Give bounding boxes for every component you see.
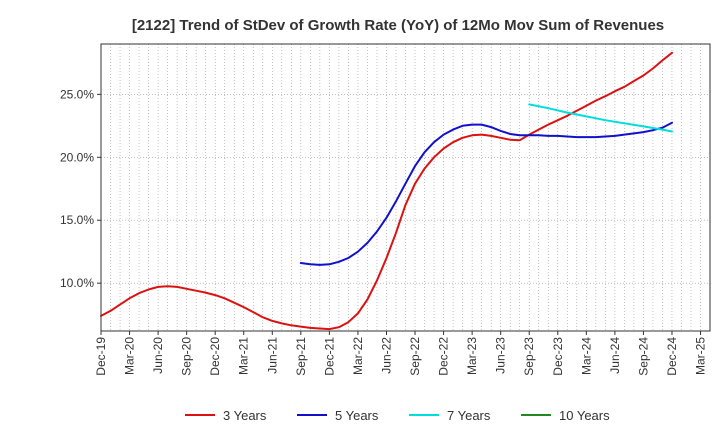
x-tick-label: Sep-20: [180, 337, 194, 376]
x-tick-label: Mar-24: [579, 337, 593, 375]
x-tick-label: Jun-20: [151, 337, 165, 374]
x-tick-label: Sep-21: [294, 337, 308, 376]
y-tick-label: 15.0%: [60, 213, 94, 227]
legend-label: 10 Years: [559, 408, 610, 423]
x-tick-label: Sep-23: [522, 337, 536, 376]
legend-label: 5 Years: [335, 408, 379, 423]
x-tick-label: Dec-24: [665, 337, 679, 376]
x-tick-label: Mar-25: [694, 337, 708, 375]
x-tick-label: Mar-20: [123, 337, 137, 375]
x-tick-label: Dec-20: [208, 337, 222, 376]
series-lines: [100, 51, 673, 331]
x-tick-label: Sep-22: [408, 337, 422, 376]
y-tick-label: 20.0%: [60, 150, 94, 164]
x-tick-label: Sep-24: [636, 337, 650, 376]
x-tick-label: Jun-21: [265, 337, 279, 374]
series-line-7-years: [528, 103, 673, 133]
chart-title: [2122] Trend of StDev of Growth Rate (Yo…: [132, 17, 664, 34]
x-tick-label: Jun-22: [379, 337, 393, 374]
x-axis: Dec-19 Mar-20 Jun-20 Sep-20 Dec-20 Mar-21 Jun-…: [94, 331, 708, 376]
x-tick-label: Dec-23: [551, 337, 565, 376]
x-tick-label: Jun-23: [494, 337, 508, 374]
x-tick-label: Dec-21: [322, 337, 336, 376]
x-tick-label: Dec-22: [437, 337, 451, 376]
series-line-3-years: [100, 51, 673, 331]
plot-frame: [100, 43, 711, 332]
series-line-5-years: [299, 121, 673, 266]
y-axis: 10.0% 15.0% 20.0% 25.0%: [60, 87, 101, 290]
legend-label: 7 Years: [447, 408, 491, 423]
y-tick-label: 25.0%: [60, 87, 94, 101]
legend: 3 Years 5 Years 7 Years 10 Years: [185, 408, 610, 423]
y-tick-label: 10.0%: [60, 276, 94, 290]
x-tick-label: Jun-24: [608, 337, 622, 374]
legend-label: 3 Years: [223, 408, 267, 423]
x-tick-label: Mar-22: [351, 337, 365, 375]
x-tick-label: Mar-23: [465, 337, 479, 375]
x-tick-label: Mar-21: [237, 337, 251, 375]
x-tick-label: Dec-19: [94, 337, 108, 376]
